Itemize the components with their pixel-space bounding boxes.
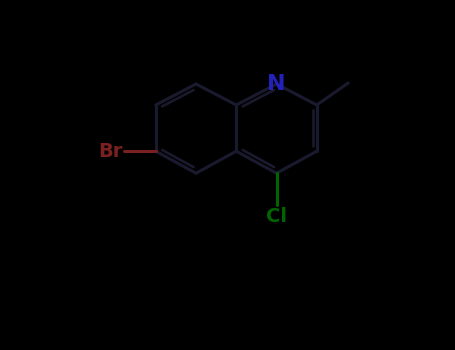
Text: N: N: [267, 74, 286, 94]
Text: Br: Br: [98, 142, 122, 161]
Text: Cl: Cl: [266, 206, 287, 225]
